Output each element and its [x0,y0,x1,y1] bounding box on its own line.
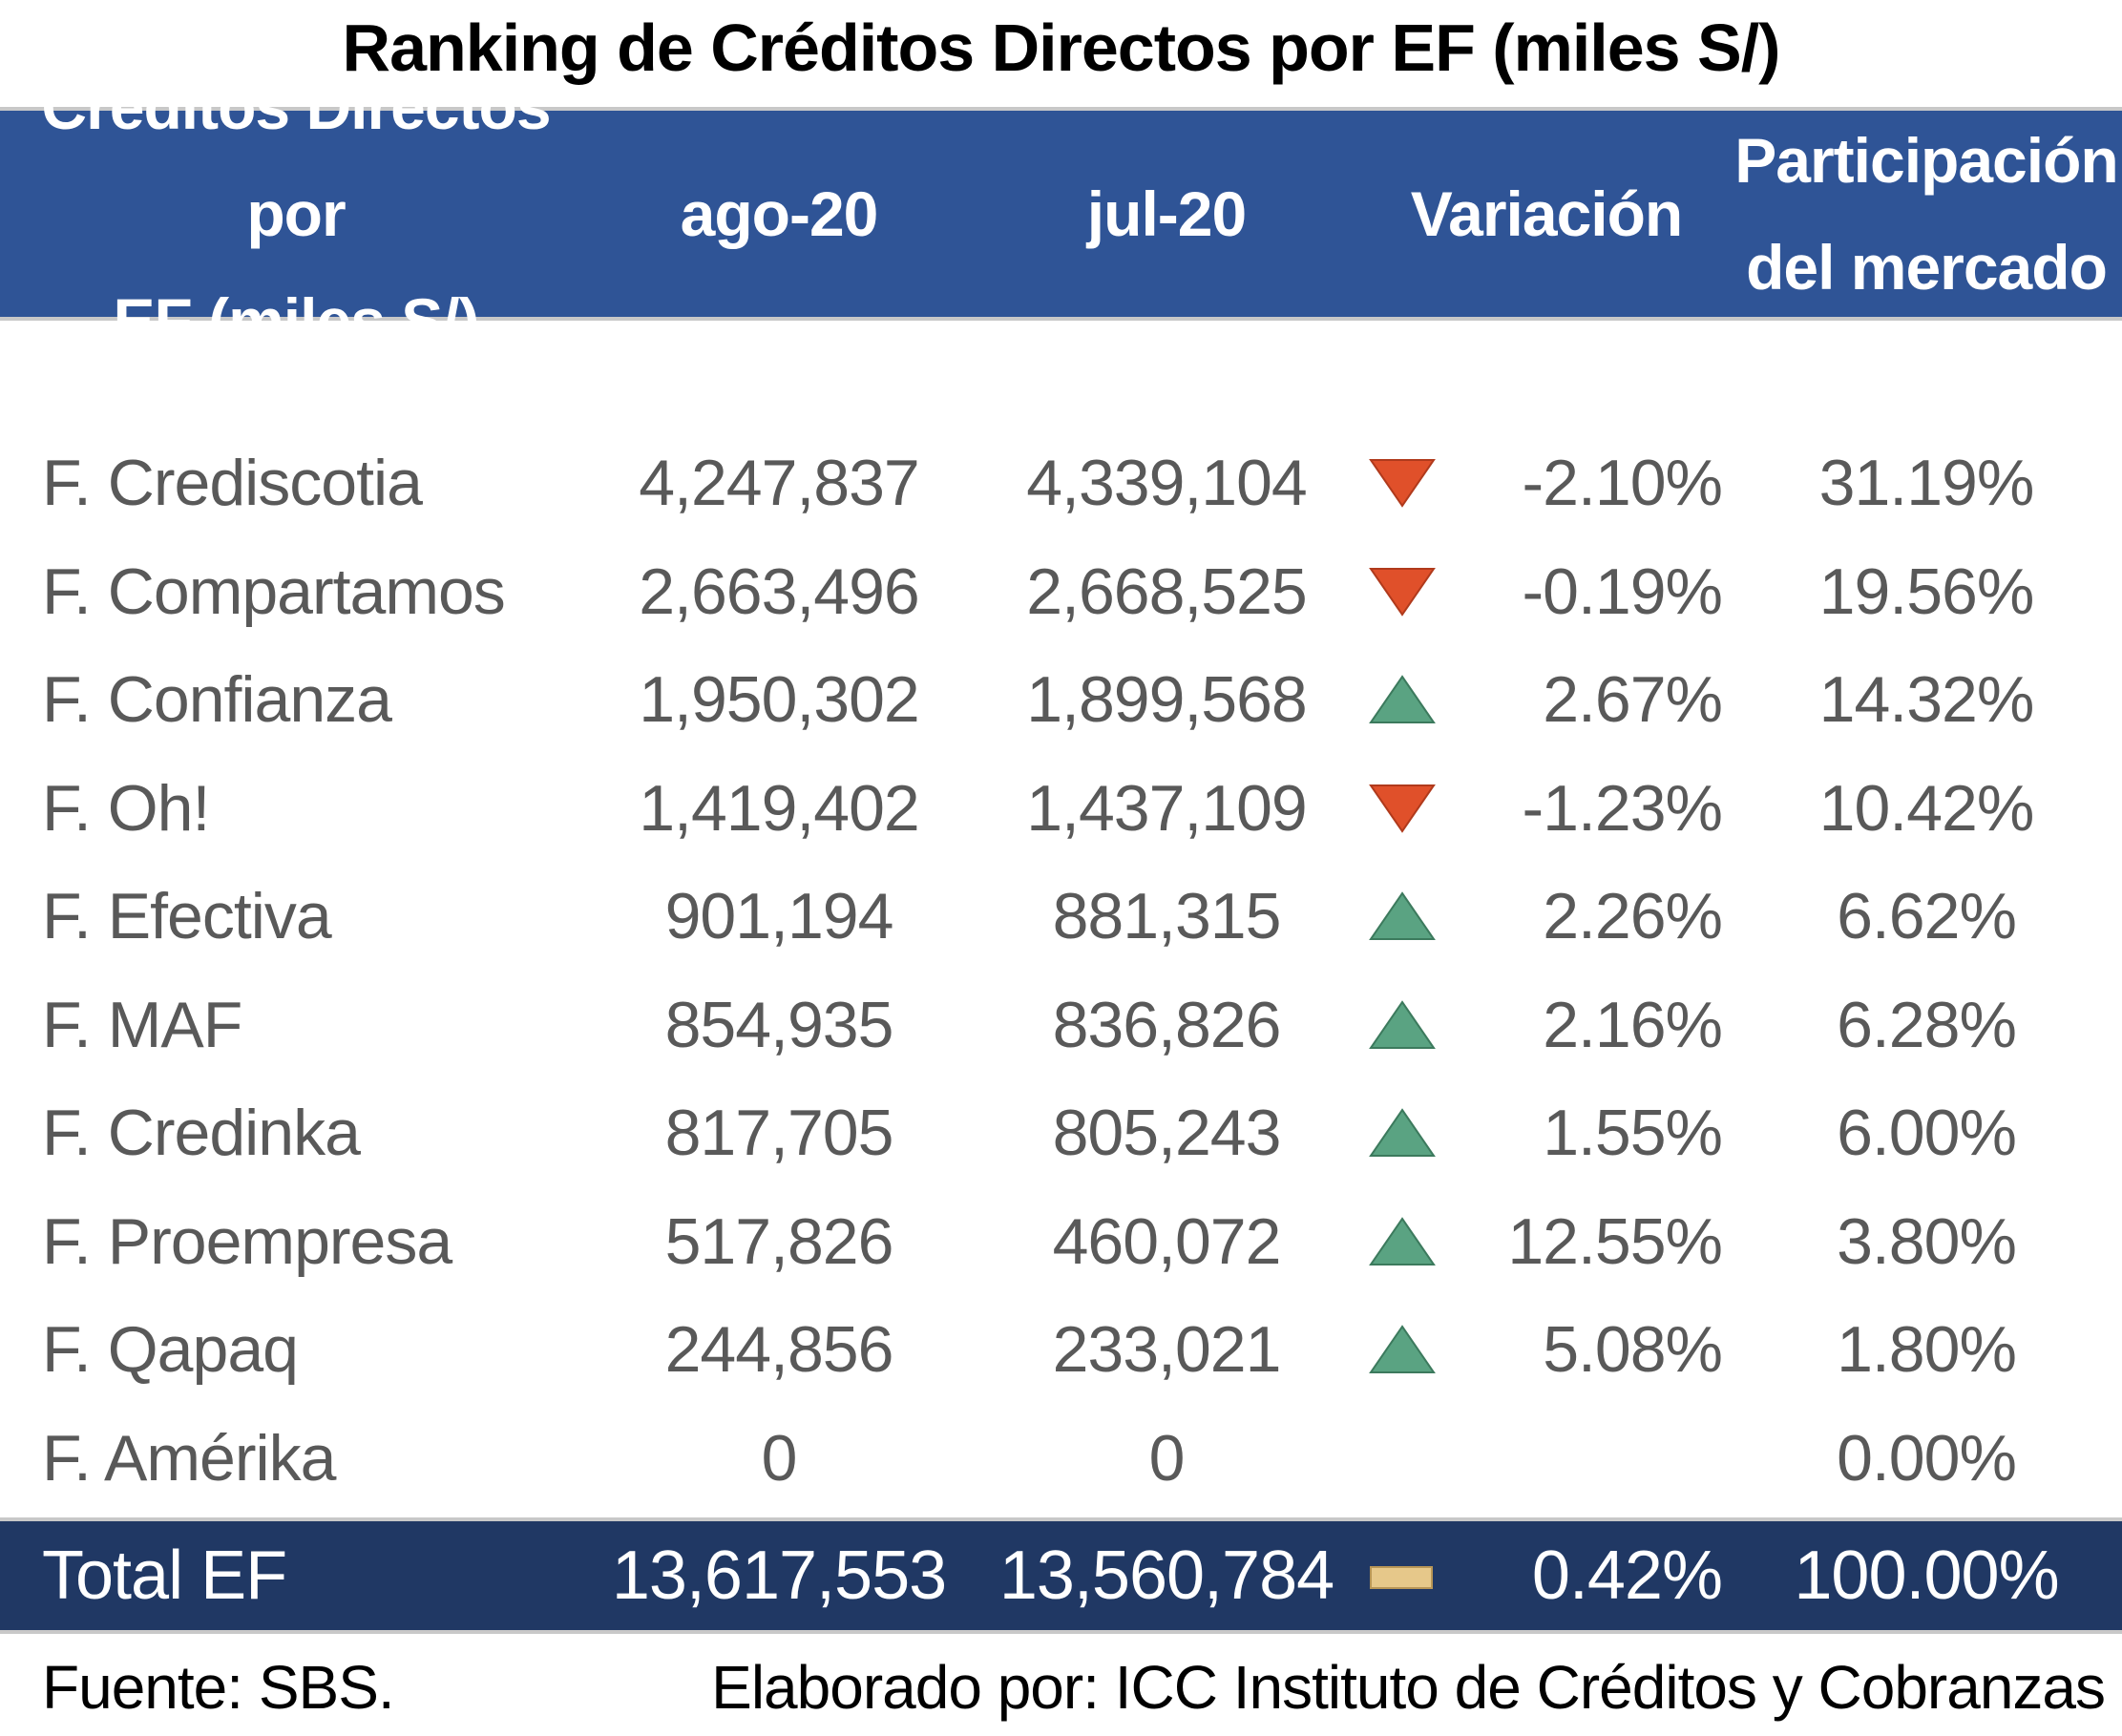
value-jul-20: 2,668,525 [1026,554,1308,628]
total-label: Total EF [42,1537,287,1614]
value-variacion: -1.23% [1522,771,1723,845]
value-jul-20: 805,243 [1052,1097,1282,1169]
value-variacion: -0.19% [1522,554,1723,628]
total-row: Total EF 13,617,553 13,560,784 0.42% 100… [0,1517,2122,1634]
no-indicator [1363,1405,1439,1513]
header-entity-line2: EF (miles S/) [113,285,479,356]
table-title: Ranking de Créditos Directos por EF (mil… [342,10,1781,85]
value-variacion: -2.10% [1522,447,1723,519]
entity-name: F. Amérika [42,1421,336,1495]
entity-name: F. Qapaq [42,1313,299,1386]
table-row: F. Crediscotia 4,247,837 4,339,104 -2.10% 31… [0,429,2122,537]
entity-name: F. Oh! [42,771,210,845]
table-row: F. Proempresa 517,826 460,072 12.55% 3.80% [0,1188,2122,1296]
header-entity-line1: Créditos Directos por [41,72,551,249]
entity-name: F. Efectiva [42,880,332,952]
value-jul-20: 4,339,104 [1026,447,1308,519]
total-ago-20: 13,617,553 [611,1537,947,1614]
value-ago-20: 517,826 [664,1204,894,1278]
up-triangle-icon [1363,1188,1439,1296]
entity-name: F. Confianza [42,663,392,736]
value-ago-20: 854,935 [664,988,894,1061]
up-triangle-icon [1363,646,1439,754]
value-jul-20: 1,437,109 [1026,771,1308,845]
value-participacion: 6.00% [1837,1097,2017,1169]
value-jul-20: 0 [1148,1421,1186,1495]
table-row: F. Credinka 817,705 805,243 1.55% 6.00% [0,1079,2122,1187]
value-ago-20: 817,705 [664,1097,894,1169]
down-triangle-icon [1363,538,1439,646]
total-participacion: 100.00% [1794,1537,2059,1614]
value-participacion: 14.32% [1818,663,2035,736]
value-participacion: 19.56% [1818,554,2035,628]
value-ago-20: 2,663,496 [639,554,920,628]
total-jul-20: 13,560,784 [998,1537,1334,1614]
header-jul-20: jul-20 [1086,178,1247,249]
header-participacion-line1: Participación [1734,125,2118,196]
footer-credit: Elaborado por: ICC Instituto de Créditos… [711,1653,2106,1722]
value-variacion [1470,1405,1722,1513]
value-ago-20: 1,950,302 [639,663,920,736]
entity-name: F. Proempresa [42,1204,452,1278]
footer-source: Fuente: SBS. [42,1653,395,1722]
value-participacion: 3.80% [1837,1204,2017,1278]
table-row: F. Qapaq 244,856 233,021 5.08% 1.80% [0,1296,2122,1404]
table-row: F. Amérika 0 0 0.00% [0,1405,2122,1513]
value-ago-20: 901,194 [664,880,894,952]
flat-indicator-icon [1363,1521,1439,1630]
table-row: F. Oh! 1,419,402 1,437,109 -1.23% 10.42% [0,755,2122,863]
value-variacion: 5.08% [1543,1313,1723,1386]
table-row: F. Compartamos 2,663,496 2,668,525 -0.19% 19… [0,538,2122,646]
value-variacion: 2.26% [1543,880,1723,952]
value-participacion: 6.28% [1837,988,2017,1061]
header-entity: Créditos Directos por EF (miles S/) [0,72,592,356]
up-triangle-icon [1363,972,1439,1079]
table-row: F. Efectiva 901,194 881,315 2.26% 6.62% [0,863,2122,971]
entity-name: F. MAF [42,988,242,1061]
table-row: F. Confianza 1,950,302 1,899,568 2.67% 14.32… [0,646,2122,754]
header-participacion: Participación del mercado [1734,111,2118,317]
value-variacion: 1.55% [1543,1097,1723,1169]
down-triangle-icon [1363,429,1439,537]
up-triangle-icon [1363,863,1439,971]
value-participacion: 1.80% [1837,1313,2017,1386]
header-participacion-line2: del mercado [1746,232,2108,303]
entity-name: F. Crediscotia [42,447,423,519]
value-jul-20: 1,899,568 [1026,663,1308,736]
value-variacion: 2.16% [1543,988,1723,1061]
header-ago-20: ago-20 [680,178,879,249]
value-participacion: 6.62% [1837,880,2017,952]
value-participacion: 10.42% [1818,771,2035,845]
value-participacion: 31.19% [1818,447,2035,519]
up-triangle-icon [1363,1079,1439,1187]
value-ago-20: 0 [761,1421,798,1495]
value-jul-20: 836,826 [1052,988,1282,1061]
down-triangle-icon [1363,755,1439,863]
value-jul-20: 881,315 [1052,880,1282,952]
total-variacion: 0.42% [1531,1537,1723,1614]
header-variacion: Variación [1410,178,1684,249]
value-jul-20: 460,072 [1052,1204,1282,1278]
value-ago-20: 244,856 [664,1313,894,1386]
value-variacion: 2.67% [1543,663,1723,736]
value-jul-20: 233,021 [1052,1313,1282,1386]
table-header: Créditos Directos por EF (miles S/) ago-… [0,72,2122,356]
value-ago-20: 1,419,402 [639,771,920,845]
entity-name: F. Compartamos [42,554,506,628]
value-participacion: 0.00% [1837,1421,2017,1495]
entity-name: F. Credinka [42,1097,361,1169]
up-triangle-icon [1363,1296,1439,1404]
table-row: F. MAF 854,935 836,826 2.16% 6.28% [0,972,2122,1079]
value-variacion: 12.55% [1507,1204,1723,1278]
value-ago-20: 4,247,837 [639,447,920,519]
